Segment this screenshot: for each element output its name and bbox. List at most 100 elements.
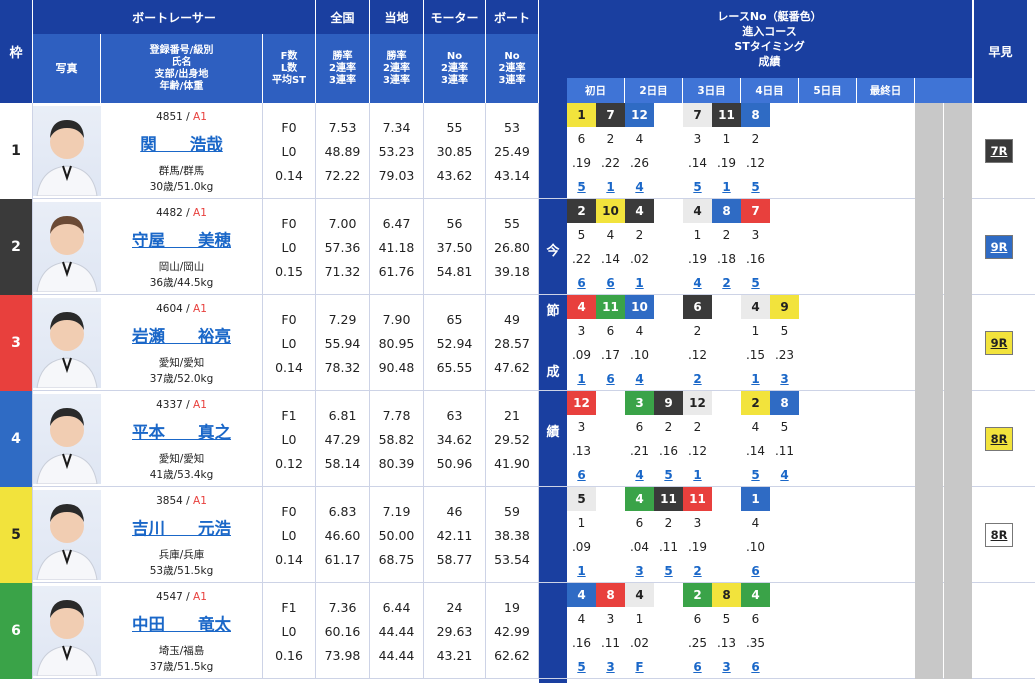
touchi-value: 80.95 [378,335,415,351]
boat-value: 59 [504,503,520,519]
finish-link[interactable]: 6 [606,372,615,386]
motor-cell: 46 42.11 58.77 [424,487,486,583]
touchi-cell: 7.78 58.82 80.39 [370,391,424,487]
day-header-1: 初日 [567,78,625,103]
boat-value: 42.99 [494,623,530,639]
racer-name-link[interactable]: 平本 真之 [132,423,231,442]
st-timing: .23 [774,348,795,362]
touchi-cell: 6.47 41.18 61.76 [370,199,424,295]
race-number: 12 [625,103,654,127]
st-timing: .22 [571,252,592,266]
motor-cell: 65 52.94 65.55 [424,295,486,391]
racer-name-link[interactable]: 関 浩哉 [140,135,223,154]
portrait-icon [36,408,98,484]
finish-link[interactable]: 3 [780,372,789,386]
racer-name-link[interactable]: 中田 竜太 [132,615,231,634]
race-number: 7 [741,199,770,223]
blank-column [915,295,943,391]
finish-link[interactable]: 1 [577,564,586,578]
branch: 群馬/群馬 [158,165,205,177]
motor-cell: 56 37.50 54.81 [424,199,486,295]
finish-link[interactable]: 3 [635,564,644,578]
touchi-value: 6.47 [382,215,411,231]
age-weight: 30歳/51.0kg [149,181,214,193]
hayami-link[interactable]: 8R [985,427,1013,451]
course: 6 [635,516,644,530]
hayami-link[interactable]: 9R [985,331,1013,355]
finish-link[interactable]: 2 [693,372,702,386]
age-weight: 36歳/44.5kg [149,277,214,289]
class-badge: A1 [193,495,207,507]
fl-value: F0 [281,503,297,519]
finish-link[interactable]: 3 [722,660,731,674]
finish-link[interactable]: 5 [577,660,586,674]
racer-name-link[interactable]: 吉川 元浩 [132,519,231,538]
boat-cell: 59 38.38 53.54 [486,487,539,583]
boat-value: 41.90 [494,455,530,471]
finish-link[interactable]: 3 [606,660,615,674]
finish-link[interactable]: 5 [664,468,673,482]
finish-link[interactable]: 4 [693,276,702,290]
race-number: 11 [683,487,712,511]
blank-column [915,199,943,295]
rate-line: 3連率 [383,74,410,86]
course: 4 [577,612,586,626]
finish-link[interactable]: 5 [751,276,760,290]
waku-number: 3 [0,295,33,391]
touchi-value: 7.34 [382,119,411,135]
finish-link[interactable]: 6 [577,468,586,482]
finish-link[interactable]: 5 [751,468,760,482]
fl-value: F0 [281,215,297,231]
konsetsu-label: 今 節 成 績 [539,240,567,440]
blank-column [915,487,943,583]
st-timing: .16 [745,252,766,266]
finish-link[interactable]: 2 [722,276,731,290]
finish-link[interactable]: 1 [635,276,644,290]
boat-value: 19 [504,599,520,615]
info-header: 登録番号/級別 氏名 支部/出身地 年齢/体重 [101,34,263,103]
racer-row: 3 4604 / A1 岩瀬 裕亮 愛知/愛知 37歳/52.0kg F0 L0 0… [0,295,1035,391]
course: 1 [693,228,702,242]
zenkoku-value: 73.98 [324,647,361,663]
no-rate-line: 2連率 [498,62,526,74]
finish-link[interactable]: 4 [635,180,644,194]
finish-link[interactable]: 6 [606,276,615,290]
hayami-link[interactable]: 8R [985,523,1013,547]
race-number: 8 [596,583,625,607]
finish-link[interactable]: 4 [635,468,644,482]
finish-link[interactable]: 6 [751,660,760,674]
finish-link[interactable]: 5 [664,564,673,578]
finish-link[interactable]: 6 [577,276,586,290]
class-badge: A1 [193,303,207,315]
st-timing: .15 [745,348,766,362]
finish-link[interactable]: 2 [693,564,702,578]
hayami-link[interactable]: 7R [985,139,1013,163]
finish-link[interactable]: 4 [635,372,644,386]
hayami-link[interactable]: 9R [985,235,1013,259]
finish-link[interactable]: 1 [722,180,731,194]
portrait-icon [36,312,98,388]
finish-link[interactable]: 1 [751,372,760,386]
finish-link[interactable]: 6 [693,660,702,674]
finish-link[interactable]: 1 [693,468,702,482]
finish-link[interactable]: F [635,660,644,674]
race-number: 8 [741,103,770,127]
racer-name-link[interactable]: 守屋 美穂 [132,231,231,250]
touchi-value: 7.90 [382,311,411,327]
konsetsu-char: 績 [546,424,560,440]
branch: 愛知/愛知 [158,453,205,465]
racer-name-link[interactable]: 岩瀬 裕亮 [132,327,231,346]
st-timing: .22 [600,156,621,170]
racer-row: 1 4851 / A1 関 浩哉 群馬/群馬 30歳/51.0kg F0 L0 0.… [0,103,1035,199]
zenkoku-value: 47.29 [324,431,361,447]
race-number: 4 [683,199,712,223]
age-weight: 37歳/51.5kg [149,661,214,673]
finish-link[interactable]: 1 [606,180,615,194]
reg-number: 4337 [156,399,183,411]
finish-link[interactable]: 6 [751,564,760,578]
finish-link[interactable]: 1 [577,372,586,386]
finish-link[interactable]: 5 [577,180,586,194]
finish-link[interactable]: 5 [693,180,702,194]
finish-link[interactable]: 5 [751,180,760,194]
finish-link[interactable]: 4 [780,468,789,482]
